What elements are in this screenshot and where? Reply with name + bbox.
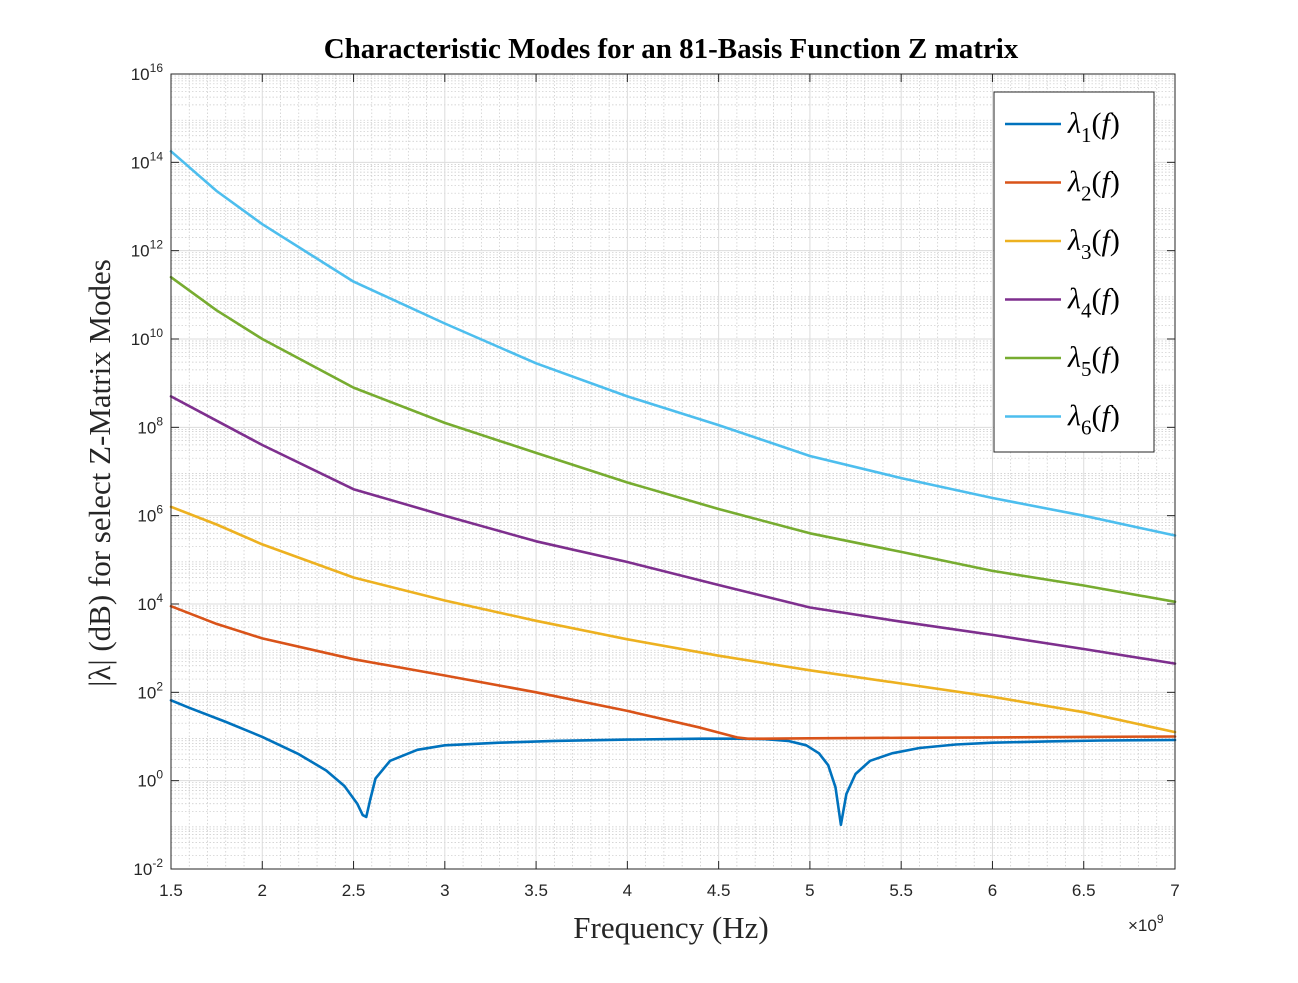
series-layer (169, 150, 1177, 827)
y-tick-label: 1014 (131, 149, 164, 172)
series-line-2 (169, 604, 1177, 741)
series-line-1 (169, 698, 1177, 827)
legend-label-5: λ5(f) (1067, 341, 1120, 381)
x-tick-label: 2 (258, 881, 267, 900)
legend-box (993, 91, 1155, 453)
series-line-3 (169, 505, 1177, 734)
legend-label-4: λ4(f) (1067, 283, 1120, 323)
axes-box (170, 73, 1176, 870)
y-tick-label: 106 (137, 503, 163, 526)
legend-label-3: λ3(f) (1067, 224, 1120, 264)
x-tick-label: 4 (623, 881, 632, 900)
legend-label-2: λ2(f) (1067, 166, 1120, 206)
y-tick-label: 1010 (131, 326, 164, 349)
y-tick-labels: 10-2 100 102 104 106 108 1010 1012 1014 1016 (131, 61, 164, 879)
tick-marks (170, 73, 1176, 870)
x-tick-label: 6.5 (1072, 881, 1096, 900)
x-tick-label: 6 (988, 881, 997, 900)
x-tick-label: 1.5 (159, 881, 183, 900)
y-tick-label: 108 (137, 414, 163, 437)
y-axis-label: |λ| (dB) for select Z-Matrix Modes (82, 259, 117, 687)
legend-label-1: λ1(f) (1067, 107, 1120, 147)
x-tick-label: 3 (440, 881, 449, 900)
y-tick-label: 104 (137, 591, 163, 614)
x-axis-label: Frequency (Hz) (573, 910, 768, 945)
series-line-6 (169, 150, 1177, 537)
y-tick-label: 1016 (131, 61, 164, 84)
series-line-5 (169, 275, 1177, 604)
x-tick-label: 2.5 (342, 881, 366, 900)
legend: λ1(f) λ2(f) λ3(f) λ4(f) λ5(f) λ6(f) (993, 91, 1155, 453)
y-tick-label: 10-2 (133, 856, 163, 879)
x-tick-label: 3.5 (524, 881, 548, 900)
x-axis-multiplier: ×109 (1128, 912, 1164, 935)
x-tick-label: 5.5 (889, 881, 913, 900)
y-tick-label: 102 (137, 679, 163, 702)
x-tick-label: 4.5 (707, 881, 731, 900)
series-line-4 (169, 395, 1177, 665)
legend-label-6: λ6(f) (1067, 400, 1120, 440)
y-tick-label: 100 (137, 768, 163, 791)
chart-title: Characteristic Modes for an 81-Basis Fun… (324, 33, 1019, 65)
y-tick-label: 1012 (131, 238, 164, 261)
x-tick-labels: 1.5 2 2.5 3 3.5 4 4.5 5 5.5 6 6.5 7 (159, 881, 1180, 900)
x-tick-label: 5 (805, 881, 814, 900)
x-tick-label: 7 (1170, 881, 1179, 900)
